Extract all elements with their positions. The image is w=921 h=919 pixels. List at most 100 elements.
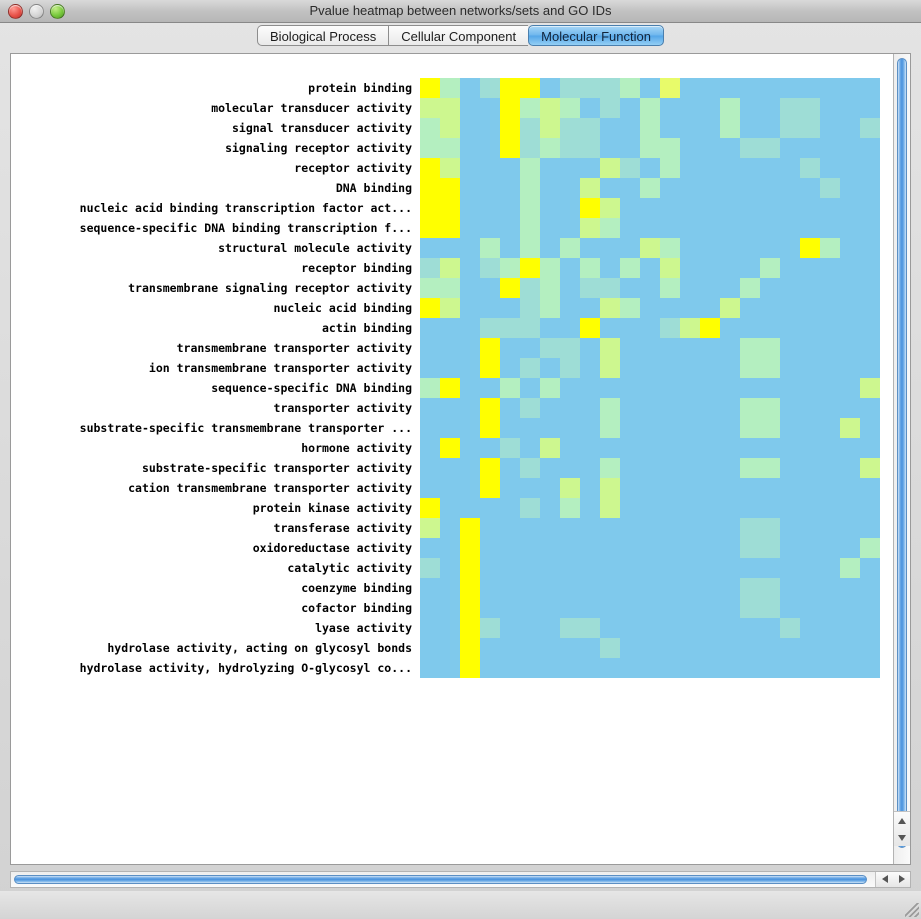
heatmap-cell[interactable] bbox=[540, 258, 560, 278]
heatmap-cell[interactable] bbox=[740, 638, 760, 658]
heatmap-cell[interactable] bbox=[800, 438, 820, 458]
heatmap-cell[interactable] bbox=[840, 178, 860, 198]
heatmap-cell[interactable] bbox=[540, 158, 560, 178]
heatmap-cell[interactable] bbox=[840, 298, 860, 318]
heatmap-cell[interactable] bbox=[580, 398, 600, 418]
heatmap-cell[interactable] bbox=[580, 178, 600, 198]
heatmap-cell[interactable] bbox=[520, 358, 540, 378]
heatmap-cell[interactable] bbox=[820, 278, 840, 298]
heatmap-cell[interactable] bbox=[680, 358, 700, 378]
heatmap-cell[interactable] bbox=[540, 318, 560, 338]
heatmap-cell[interactable] bbox=[660, 458, 680, 478]
heatmap-cell[interactable] bbox=[540, 518, 560, 538]
heatmap-cell[interactable] bbox=[560, 118, 580, 138]
heatmap-cell[interactable] bbox=[500, 338, 520, 358]
heatmap-cell[interactable] bbox=[520, 598, 540, 618]
heatmap-cell[interactable] bbox=[540, 278, 560, 298]
heatmap-cell[interactable] bbox=[780, 558, 800, 578]
heatmap-cell[interactable] bbox=[600, 618, 620, 638]
heatmap-cell[interactable] bbox=[600, 578, 620, 598]
heatmap-cell[interactable] bbox=[420, 618, 440, 638]
heatmap-cell[interactable] bbox=[680, 538, 700, 558]
heatmap-cell[interactable] bbox=[700, 538, 720, 558]
heatmap-cell[interactable] bbox=[440, 318, 460, 338]
heatmap-cell[interactable] bbox=[860, 578, 880, 598]
heatmap-cell[interactable] bbox=[740, 258, 760, 278]
heatmap-cell[interactable] bbox=[680, 458, 700, 478]
heatmap-cell[interactable] bbox=[760, 478, 780, 498]
heatmap-cell[interactable] bbox=[700, 78, 720, 98]
heatmap-cell[interactable] bbox=[580, 98, 600, 118]
heatmap-cell[interactable] bbox=[800, 118, 820, 138]
heatmap-cell[interactable] bbox=[780, 238, 800, 258]
heatmap-cell[interactable] bbox=[680, 238, 700, 258]
heatmap-cell[interactable] bbox=[840, 158, 860, 178]
heatmap-cell[interactable] bbox=[780, 338, 800, 358]
heatmap-cell[interactable] bbox=[540, 638, 560, 658]
heatmap-cell[interactable] bbox=[440, 558, 460, 578]
horizontal-scrollbar[interactable] bbox=[10, 870, 911, 888]
heatmap-cell[interactable] bbox=[420, 78, 440, 98]
heatmap-cell[interactable] bbox=[640, 198, 660, 218]
heatmap-cell[interactable] bbox=[860, 218, 880, 238]
heatmap-cell[interactable] bbox=[760, 418, 780, 438]
heatmap-cell[interactable] bbox=[600, 198, 620, 218]
heatmap-cell[interactable] bbox=[800, 498, 820, 518]
heatmap-cell[interactable] bbox=[620, 338, 640, 358]
heatmap-cell[interactable] bbox=[620, 198, 640, 218]
heatmap-cell[interactable] bbox=[720, 438, 740, 458]
heatmap-cell[interactable] bbox=[420, 258, 440, 278]
heatmap-cell[interactable] bbox=[500, 558, 520, 578]
heatmap-cell[interactable] bbox=[540, 218, 560, 238]
heatmap-cell[interactable] bbox=[640, 498, 660, 518]
heatmap-cell[interactable] bbox=[740, 418, 760, 438]
heatmap-cell[interactable] bbox=[480, 118, 500, 138]
heatmap-cell[interactable] bbox=[700, 178, 720, 198]
heatmap-cell[interactable] bbox=[820, 138, 840, 158]
heatmap-cell[interactable] bbox=[560, 318, 580, 338]
heatmap-cell[interactable] bbox=[700, 438, 720, 458]
heatmap-cell[interactable] bbox=[540, 378, 560, 398]
heatmap-cell[interactable] bbox=[700, 378, 720, 398]
heatmap-cell[interactable] bbox=[720, 578, 740, 598]
heatmap-cell[interactable] bbox=[720, 558, 740, 578]
heatmap-cell[interactable] bbox=[740, 598, 760, 618]
heatmap-cell[interactable] bbox=[600, 298, 620, 318]
heatmap-cell[interactable] bbox=[580, 198, 600, 218]
heatmap-cell[interactable] bbox=[460, 518, 480, 538]
heatmap-cell[interactable] bbox=[560, 538, 580, 558]
heatmap-cell[interactable] bbox=[600, 338, 620, 358]
heatmap-cell[interactable] bbox=[520, 158, 540, 178]
heatmap-cell[interactable] bbox=[520, 178, 540, 198]
heatmap-cell[interactable] bbox=[860, 398, 880, 418]
heatmap-cell[interactable] bbox=[620, 578, 640, 598]
heatmap-cell[interactable] bbox=[560, 258, 580, 278]
heatmap-cell[interactable] bbox=[500, 658, 520, 678]
heatmap-cell[interactable] bbox=[440, 178, 460, 198]
heatmap-cell[interactable] bbox=[640, 518, 660, 538]
heatmap-cell[interactable] bbox=[840, 458, 860, 478]
heatmap-cell[interactable] bbox=[680, 338, 700, 358]
heatmap-cell[interactable] bbox=[860, 618, 880, 638]
heatmap-cell[interactable] bbox=[520, 278, 540, 298]
heatmap-cell[interactable] bbox=[740, 338, 760, 358]
heatmap-cell[interactable] bbox=[440, 418, 460, 438]
heatmap-cell[interactable] bbox=[600, 418, 620, 438]
heatmap-cell[interactable] bbox=[760, 118, 780, 138]
heatmap-cell[interactable] bbox=[760, 198, 780, 218]
heatmap-cell[interactable] bbox=[540, 418, 560, 438]
heatmap-cell[interactable] bbox=[480, 438, 500, 458]
heatmap-cell[interactable] bbox=[460, 478, 480, 498]
heatmap-cell[interactable] bbox=[660, 558, 680, 578]
heatmap-cell[interactable] bbox=[840, 578, 860, 598]
heatmap-cell[interactable] bbox=[620, 398, 640, 418]
heatmap-cell[interactable] bbox=[440, 598, 460, 618]
heatmap-cell[interactable] bbox=[820, 438, 840, 458]
heatmap-cell[interactable] bbox=[580, 578, 600, 598]
heatmap-cell[interactable] bbox=[580, 218, 600, 238]
heatmap-cell[interactable] bbox=[640, 558, 660, 578]
heatmap-cell[interactable] bbox=[640, 258, 660, 278]
heatmap-cell[interactable] bbox=[760, 98, 780, 118]
heatmap-cell[interactable] bbox=[460, 558, 480, 578]
heatmap-cell[interactable] bbox=[620, 598, 640, 618]
